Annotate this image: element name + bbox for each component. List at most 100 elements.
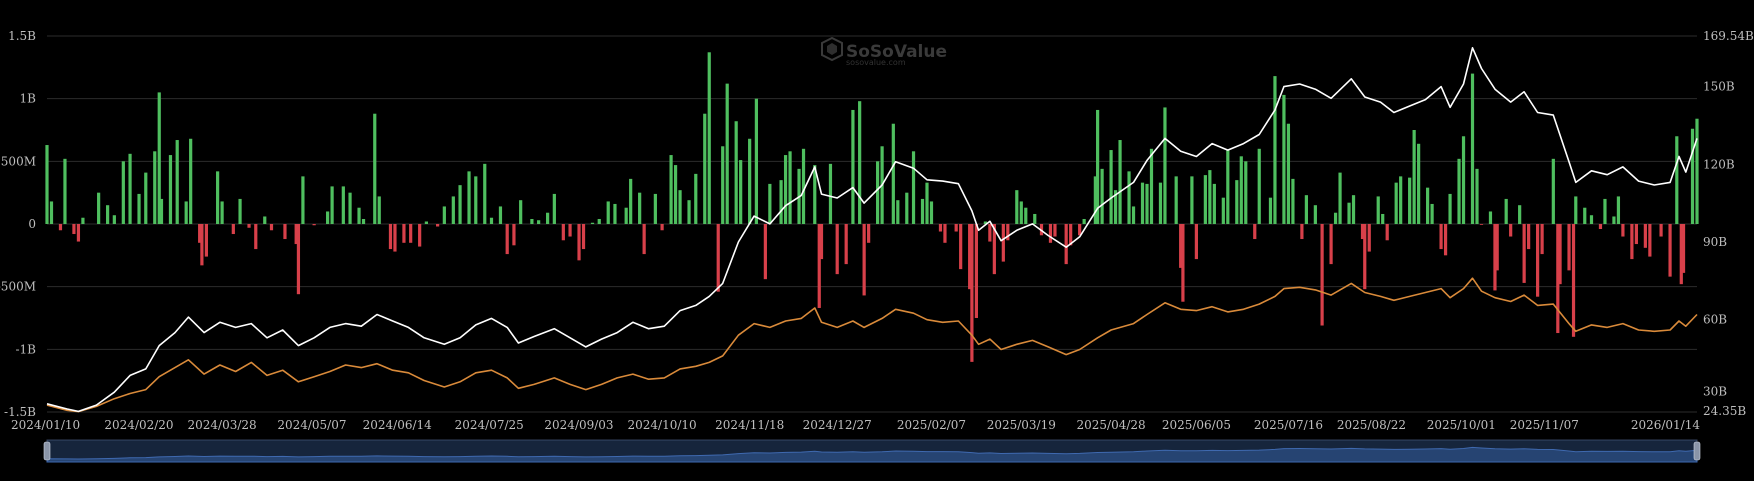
inflow-bar <box>1221 197 1225 224</box>
outflow-bar <box>1567 224 1571 271</box>
inflow-bar <box>121 161 125 224</box>
inflow-bar <box>1417 143 1421 224</box>
inflow-bar <box>1470 73 1475 224</box>
outflow-bar <box>1558 224 1562 285</box>
inflow-bar <box>1127 171 1131 224</box>
inflow-bar <box>788 151 792 224</box>
inflow-bar <box>537 220 541 224</box>
inflow-bar <box>590 222 595 224</box>
inflow-bar <box>1426 187 1430 224</box>
inflow-bar <box>467 171 471 224</box>
inflow-bar <box>1518 205 1522 224</box>
inflow-bar <box>1282 94 1286 224</box>
inflow-bar <box>168 155 173 224</box>
outflow-bar <box>294 224 298 245</box>
inflow-bar <box>157 92 161 225</box>
inflow-bar <box>63 158 67 224</box>
outflow-bar <box>1643 224 1647 248</box>
inflow-bar <box>851 109 855 224</box>
inflow-bar <box>159 198 164 224</box>
outflow-bar <box>1360 224 1365 240</box>
inflow-bar <box>1583 207 1587 224</box>
outflow-bar <box>198 224 202 243</box>
left-axis-tick-label: 500M <box>1 154 36 168</box>
outflow-bar <box>1048 224 1053 243</box>
inflow-bar <box>128 153 132 224</box>
inflow-bar <box>721 146 725 224</box>
x-axis-tick-label: 2024/05/07 <box>277 418 346 432</box>
outflow-bar <box>844 224 848 265</box>
inflow-bar <box>891 123 895 224</box>
outflow-bar <box>763 224 767 280</box>
inflow-bar <box>813 165 817 224</box>
outflow-bar <box>943 224 947 243</box>
inflow-bar <box>1118 140 1122 224</box>
outflow-bar <box>992 224 996 275</box>
outflow-bar <box>1439 224 1443 250</box>
outflow-bar <box>867 224 871 243</box>
outflow-bar <box>1509 224 1513 237</box>
x-axis-tick-label: 2024/09/03 <box>544 418 613 432</box>
inflow-bar <box>81 217 85 224</box>
outflow-bar <box>254 224 258 250</box>
outflow-bar <box>312 224 316 226</box>
x-axis-tick-label: 2024/07/25 <box>455 418 524 432</box>
outflow-bar <box>1598 224 1603 230</box>
navigator-selection[interactable] <box>47 440 1697 462</box>
x-axis-tick-label: 2025/11/07 <box>1510 418 1579 432</box>
outflow-bar <box>954 224 958 232</box>
left-axis-tick-label: -500M <box>0 280 36 294</box>
outflow-bar <box>388 224 393 250</box>
inflow-bar <box>707 52 711 224</box>
right-axis-tick-label: 150B <box>1703 80 1735 94</box>
inflow-bar <box>783 155 788 224</box>
inflow-bar <box>1461 136 1466 224</box>
inflow-bar <box>1291 178 1295 224</box>
outflow-bar <box>1001 224 1005 262</box>
outflow-bar <box>1495 224 1499 271</box>
inflow-bar <box>1033 213 1037 224</box>
left-axis-tick-label: 1B <box>20 92 37 106</box>
outflow-bar <box>581 224 586 250</box>
inflow-bar <box>153 151 157 224</box>
outflow-bar <box>1556 224 1560 334</box>
watermark: SoSoValue sosovalue.com <box>821 36 947 67</box>
inflow-bar <box>1158 182 1163 224</box>
outflow-bar <box>1571 224 1576 337</box>
outflow-bar <box>716 224 720 292</box>
inflow-bar <box>1412 130 1416 224</box>
x-axis-tick-label: 2025/07/16 <box>1254 418 1323 432</box>
inflow-bar <box>1140 182 1145 224</box>
outflow-bar <box>283 224 287 240</box>
inflow-bar <box>424 221 428 224</box>
outflow-bar <box>1540 224 1544 255</box>
x-axis-tick-label: 2025/10/01 <box>1427 418 1496 432</box>
inflow-bar <box>905 192 909 224</box>
navigator-left-handle[interactable] <box>43 441 51 461</box>
inflow-bar <box>896 200 900 224</box>
range-navigator[interactable] <box>43 439 1701 463</box>
inflow-bar <box>263 216 267 224</box>
outflow-bar <box>1329 224 1333 265</box>
left-axis-tick-label: 1.5B <box>8 29 36 43</box>
inflow-bar <box>876 161 880 224</box>
inflow-bar <box>1100 168 1104 224</box>
inflow-bar <box>1551 158 1555 224</box>
inflow-bar <box>442 206 446 224</box>
inflow-bar <box>1226 150 1230 224</box>
outflow-bar <box>1630 224 1634 260</box>
inflow-bar <box>687 200 691 224</box>
outflow-bar <box>200 224 204 266</box>
navigator-right-handle[interactable] <box>1693 441 1701 461</box>
outflow-bar <box>1078 224 1082 236</box>
x-axis-tick-label: 2026/01/14 <box>1631 418 1701 432</box>
right-axis-ticks: 169.54B 150B 120B 90B 60B 30B 24.35B <box>1703 29 1754 418</box>
x-axis-tick-label: 2024/10/10 <box>628 418 697 432</box>
left-axis-ticks: 1.5B 1B 500M 0 -500M -1B -1.5B <box>0 29 36 419</box>
inflow-bar <box>911 151 916 224</box>
inflow-bar <box>220 201 224 224</box>
inflow-bar <box>1381 213 1385 224</box>
inflow-bar <box>694 173 698 224</box>
inflow-bar <box>1448 193 1452 224</box>
